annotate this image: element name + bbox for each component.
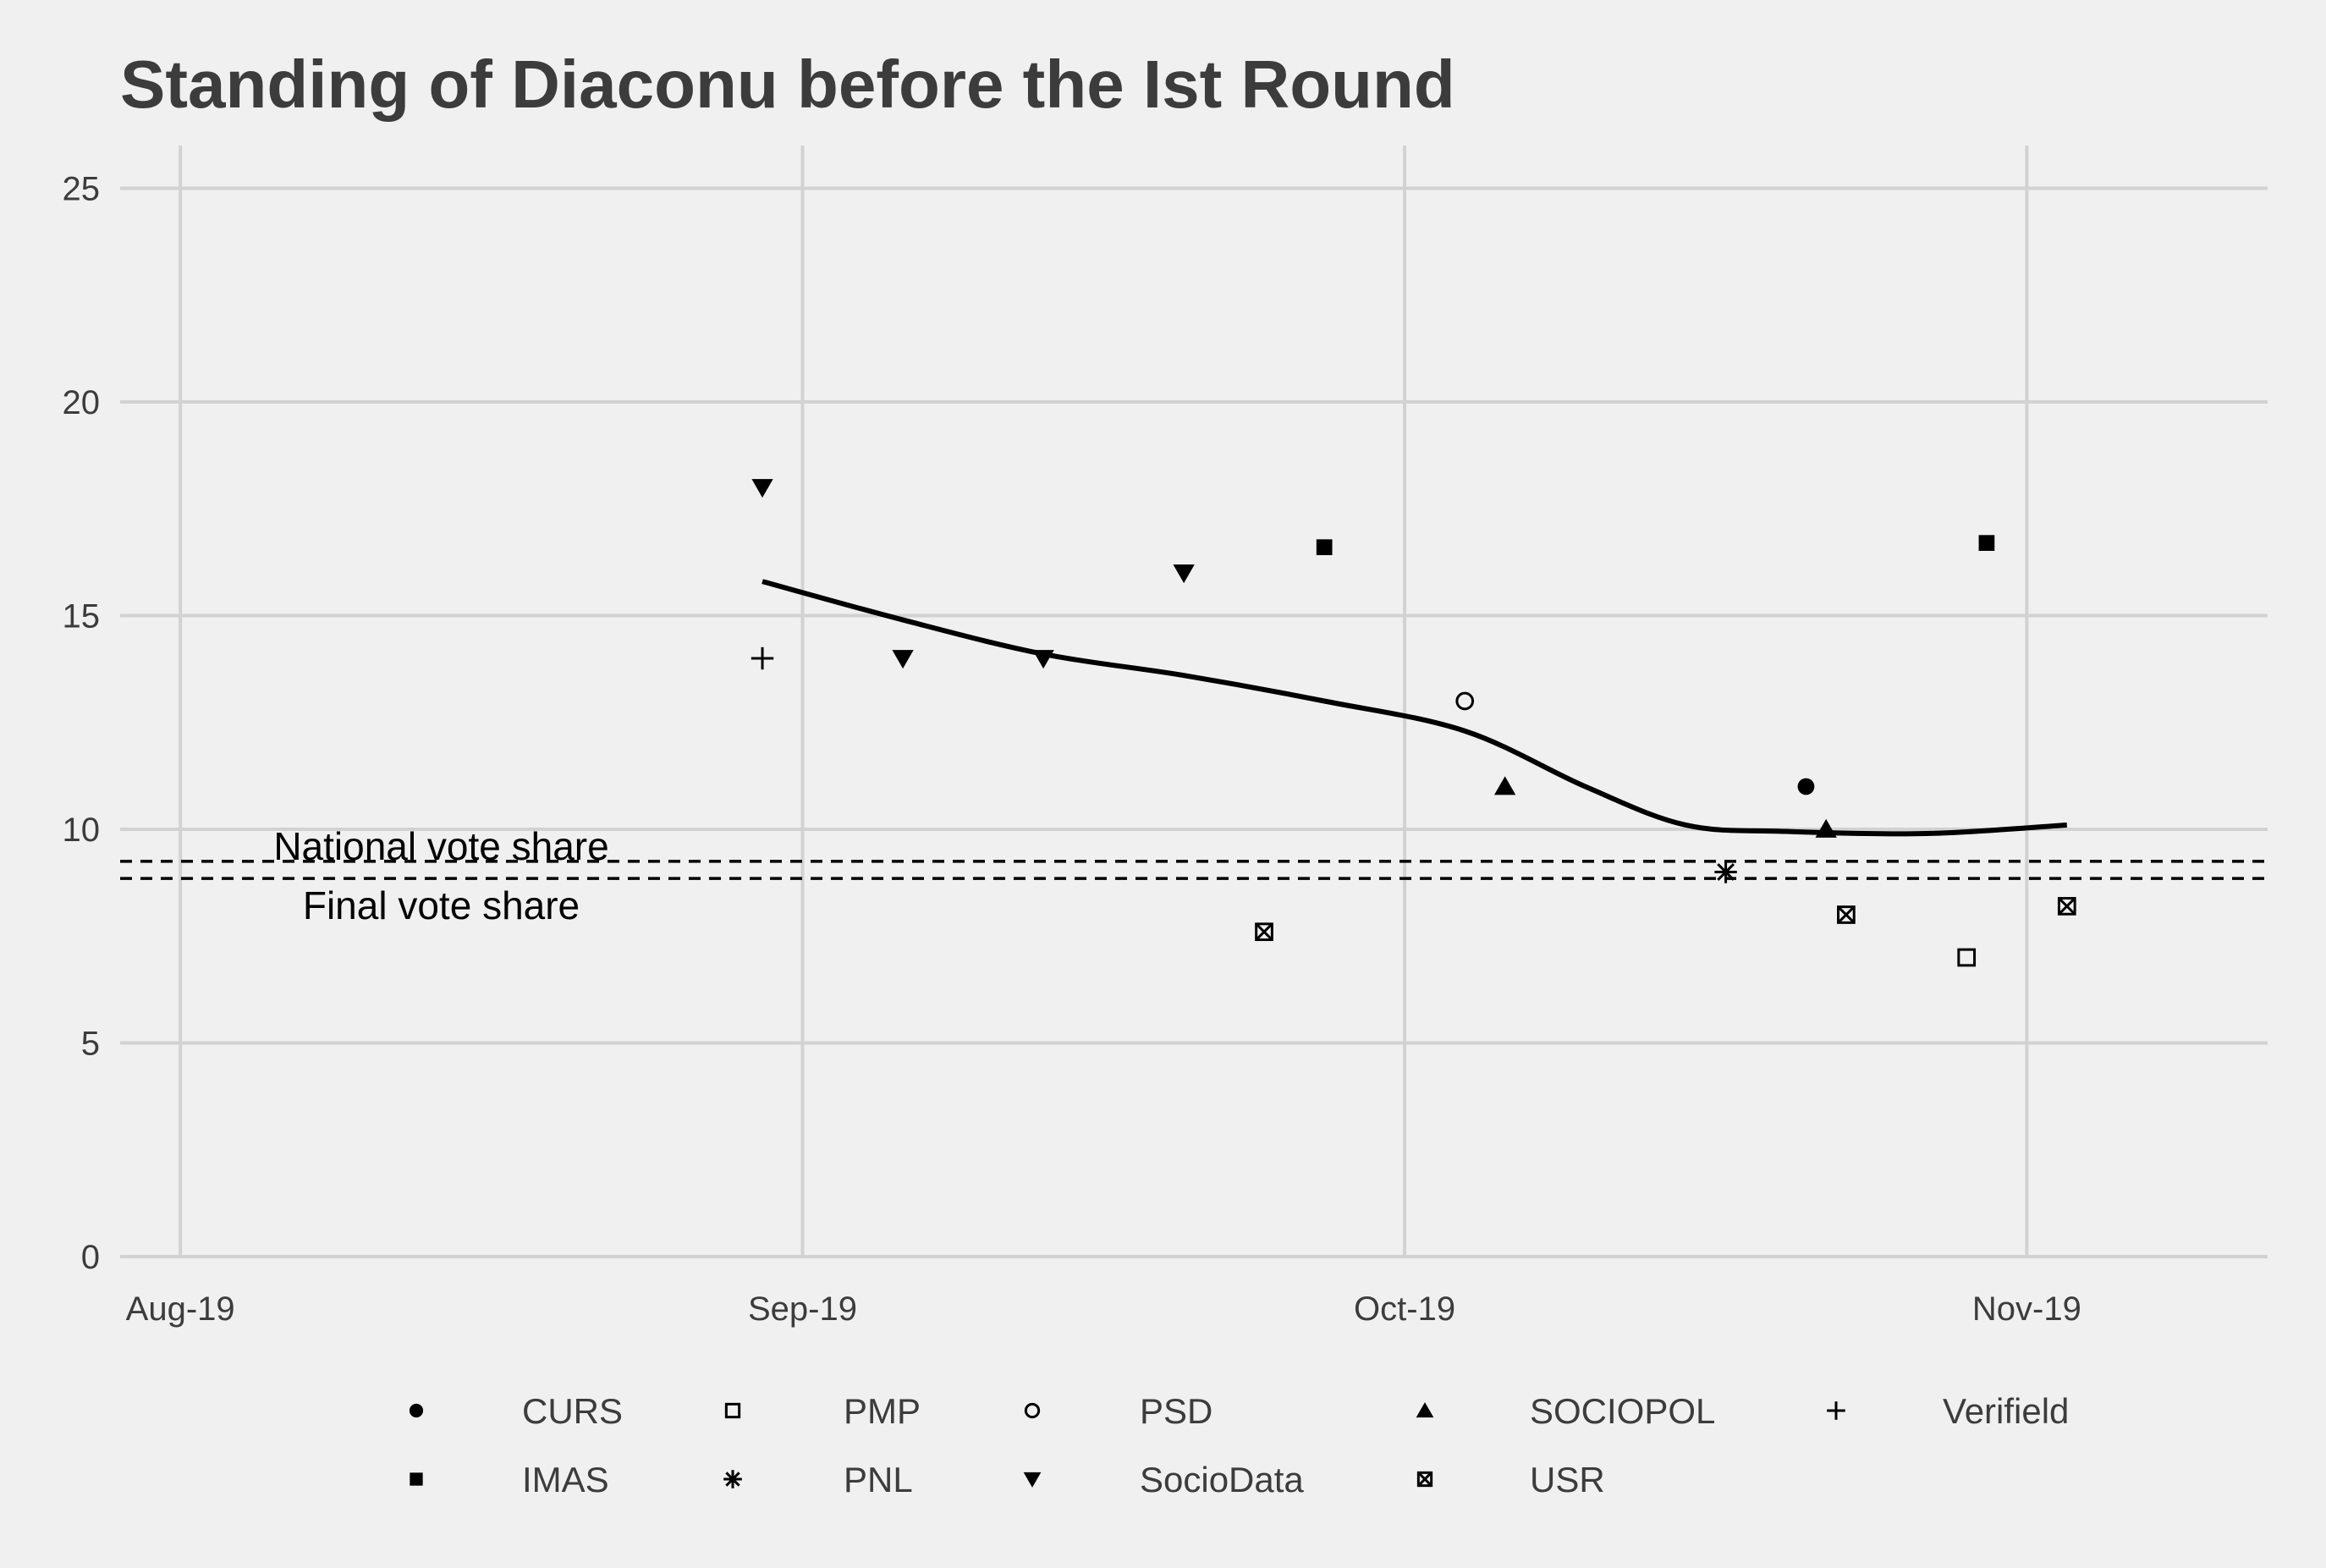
reference-line-label: Final vote share (303, 883, 580, 927)
legend-key-usr (1416, 1471, 1433, 1488)
legend-label: IMAS (522, 1460, 609, 1499)
legend: CURS PMP PSD SOCIOPOL Verifield IMAS PNL SocioD… (409, 1391, 2069, 1499)
point-sociopol (1494, 776, 1516, 795)
reference-line-label: National vote share (273, 824, 608, 868)
legend-key-sociodata (1023, 1472, 1042, 1488)
legend-key-curs (409, 1403, 424, 1418)
legend-key-sociopol (1416, 1402, 1434, 1418)
legend-label: PMP (844, 1391, 921, 1431)
x-tick-label: Aug-19 (126, 1290, 235, 1328)
point-imas (1978, 535, 1995, 551)
point-usr (2057, 897, 2076, 916)
point-sociodata (892, 650, 914, 669)
y-tick-label: 5 (81, 1026, 100, 1063)
axis-labels: 0 5 10 15 20 25 Aug-19 Sep-19 Oct-19 Nov-19 (63, 171, 2081, 1329)
legend-label: PSD (1140, 1391, 1212, 1431)
point-curs (1797, 778, 1815, 795)
legend-key-imas (410, 1472, 423, 1486)
data-points (751, 479, 2076, 967)
y-tick-label: 15 (63, 598, 101, 635)
point-sociodata (751, 479, 773, 498)
trend-line (762, 579, 2067, 837)
legend-key-verifield (1827, 1401, 1845, 1420)
legend-key-pnl (723, 1470, 742, 1488)
legend-label: PNL (844, 1460, 913, 1499)
reference-lines: National vote share Final vote share (120, 824, 2268, 927)
legend-key-psd (1024, 1402, 1041, 1419)
legend-label: SOCIOPOL (1530, 1391, 1715, 1431)
y-tick-label: 25 (63, 171, 101, 208)
x-tick-label: Oct-19 (1354, 1290, 1455, 1328)
chart-title: Standing of Diaconu before the Ist Round (120, 47, 1455, 122)
grid (120, 146, 2268, 1258)
legend-label: USR (1530, 1460, 1605, 1499)
point-pmp (1957, 948, 1977, 967)
point-pnl (1714, 861, 1737, 883)
y-tick-label: 10 (63, 812, 101, 849)
point-usr (1837, 905, 1856, 924)
x-tick-label: Sep-19 (748, 1290, 857, 1328)
point-verifield (751, 646, 774, 670)
legend-key-pmp (724, 1402, 741, 1419)
legend-label: Verifield (1943, 1391, 2069, 1431)
point-usr (1255, 922, 1273, 942)
y-tick-label: 0 (81, 1239, 100, 1276)
legend-label: SocioData (1140, 1460, 1304, 1499)
trend-layer (762, 579, 2067, 837)
point-sociodata (1173, 564, 1195, 584)
point-imas (1316, 539, 1333, 556)
point-sociopol (1815, 818, 1837, 838)
point-sociodata (1032, 650, 1054, 669)
legend-label: CURS (522, 1391, 623, 1431)
x-tick-label: Nov-19 (1972, 1290, 2081, 1328)
point-psd (1455, 691, 1475, 711)
y-tick-label: 20 (63, 384, 101, 421)
